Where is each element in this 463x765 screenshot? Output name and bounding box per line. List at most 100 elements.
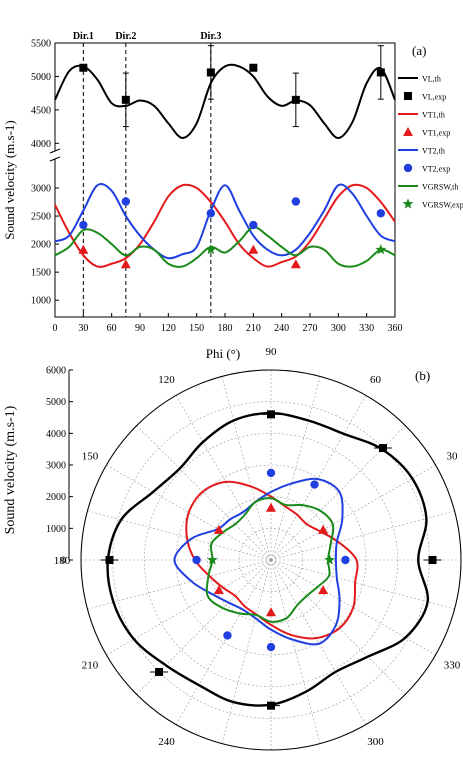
- panel-b-markers: [100, 410, 442, 710]
- polar-curve-t2-th: [173, 477, 344, 646]
- angle-tick-label: 300: [367, 736, 384, 748]
- x-tick-label: 150: [189, 323, 204, 334]
- r-tick-label: 2000: [46, 492, 66, 503]
- x-tick-label: 60: [107, 323, 117, 334]
- point-t2-exp: [206, 209, 216, 218]
- point-l-exp: [291, 95, 300, 104]
- polar-curve-l-th: [106, 411, 430, 707]
- point-t1-exp: [248, 244, 259, 254]
- point-t2-exp: [121, 197, 131, 206]
- panel-a-label: (a): [412, 43, 426, 58]
- grid-spoke: [175, 559, 272, 725]
- point-l-exp: [376, 68, 385, 77]
- polar-point-t2-exp: [266, 468, 276, 478]
- curve-l-th: [54, 63, 396, 139]
- x-tick-label: 360: [388, 323, 403, 334]
- panel-a-xlabel: Phi (°): [206, 346, 240, 361]
- panel-b-curves: [106, 411, 430, 707]
- angle-tick-label: 210: [82, 660, 99, 672]
- point-t2-exp: [376, 209, 386, 218]
- point-t1-exp: [120, 259, 131, 269]
- r-tick-label: 0: [61, 556, 66, 567]
- y-tick-label: 2500: [31, 212, 51, 223]
- angle-tick-label: 30: [446, 451, 458, 463]
- legend-label: VL,th: [422, 75, 441, 84]
- polar-point-t2-exp: [192, 555, 201, 565]
- polar-point-t1-exp: [213, 585, 224, 595]
- curve-grsw-th: [54, 226, 396, 268]
- angle-tick-label: 90: [266, 346, 278, 358]
- radial-ticks: 0 1000 2000 3000 4000 5000 6000: [46, 366, 73, 567]
- grid-spoke: [221, 376, 272, 561]
- panel-a-curves: [54, 63, 396, 268]
- point-l-exp: [121, 95, 130, 104]
- axis-break-mark: [49, 148, 61, 154]
- curve-t1-th: [54, 183, 396, 268]
- point-t2-exp: [79, 220, 88, 230]
- y-tick-label: 3000: [31, 184, 51, 195]
- point-t2-exp: [249, 220, 258, 230]
- direction-lines: Dir.1 Dir.2 Dir.3: [73, 31, 221, 317]
- point-t2-exp: [291, 197, 301, 206]
- angle-tick-label: 240: [158, 736, 175, 748]
- polar-point-t2-exp: [266, 642, 276, 652]
- polar-point-t1-exp: [266, 502, 276, 512]
- grid-spoke: [270, 376, 321, 561]
- x-tick-label: 180: [218, 323, 233, 334]
- legend-label: VGRSW,th: [422, 183, 458, 192]
- panel-b-label: (b): [415, 368, 430, 383]
- polar-point-l-exp: [378, 444, 387, 453]
- grid-ring: [144, 433, 398, 687]
- r-tick-label: 5000: [46, 397, 66, 408]
- x-tick-label: 330: [359, 323, 374, 334]
- polar-point-grsw-exp: [324, 554, 335, 565]
- x-tick-label: 300: [331, 323, 346, 334]
- axis-break-gap: [50, 151, 60, 159]
- direction-label: Dir.3: [200, 31, 221, 42]
- polar-point-t1-exp: [318, 524, 329, 534]
- r-tick-label: 1000: [46, 524, 66, 535]
- legend-label: VT2,th: [422, 147, 445, 156]
- curve-t2-th: [54, 183, 396, 260]
- point-l-exp: [79, 63, 88, 72]
- legend-swatch: [403, 127, 413, 136]
- polar-point-t1-exp: [213, 524, 224, 534]
- y-tick-label: 5500: [31, 39, 51, 50]
- legend: VL,th VL,exp VT1,th VT1,exp VT2,th VT2,exp VGR…: [398, 75, 463, 210]
- angle-tick-label: 60: [370, 374, 382, 386]
- polar-point-t1-exp: [318, 585, 329, 595]
- angle-tick-label: 150: [82, 451, 99, 463]
- legend-label: VGRSW,exp: [422, 201, 463, 210]
- x-tick-label: 270: [303, 323, 318, 334]
- x-tick-label: 90: [135, 323, 145, 334]
- legend-label: VL,exp: [422, 93, 446, 102]
- polar-point-t2-exp: [310, 480, 319, 489]
- polar-point-grsw-exp: [207, 554, 218, 565]
- y-tick-label: 1500: [31, 268, 51, 279]
- panel-b: 0 1000 2000 3000 4000 5000 6000 0 30 60 90 120 150 1…: [3, 346, 462, 765]
- y-tick-label: 2000: [31, 240, 51, 251]
- legend-label: VT1,exp: [422, 129, 450, 138]
- polar-point-l-exp: [105, 556, 114, 564]
- polar-point-l-exp: [155, 667, 164, 676]
- point-t1-exp: [290, 259, 301, 269]
- r-tick-label: 6000: [46, 366, 66, 377]
- r-tick-label: 4000: [46, 429, 66, 440]
- panel-b-ylabel: Sound velocity (m.s-1): [3, 405, 18, 534]
- panel-a-markers: [78, 45, 387, 269]
- axis-break-mark: [49, 156, 61, 162]
- y-tick-label: 5000: [31, 72, 51, 83]
- angle-tick-label: 330: [444, 660, 461, 672]
- legend-label: VT2,exp: [422, 165, 450, 174]
- panel-a-frame: [54, 42, 396, 318]
- polar-point-l-exp: [267, 701, 275, 710]
- x-tick-label: 30: [78, 323, 88, 334]
- polar-point-t1-exp: [266, 607, 276, 617]
- polar-point-t2-exp: [341, 555, 350, 565]
- angle-tick-label: 180: [54, 555, 71, 567]
- polar-point-l-exp: [267, 410, 275, 419]
- point-grsw-exp: [375, 244, 387, 255]
- axis-break: [49, 148, 61, 162]
